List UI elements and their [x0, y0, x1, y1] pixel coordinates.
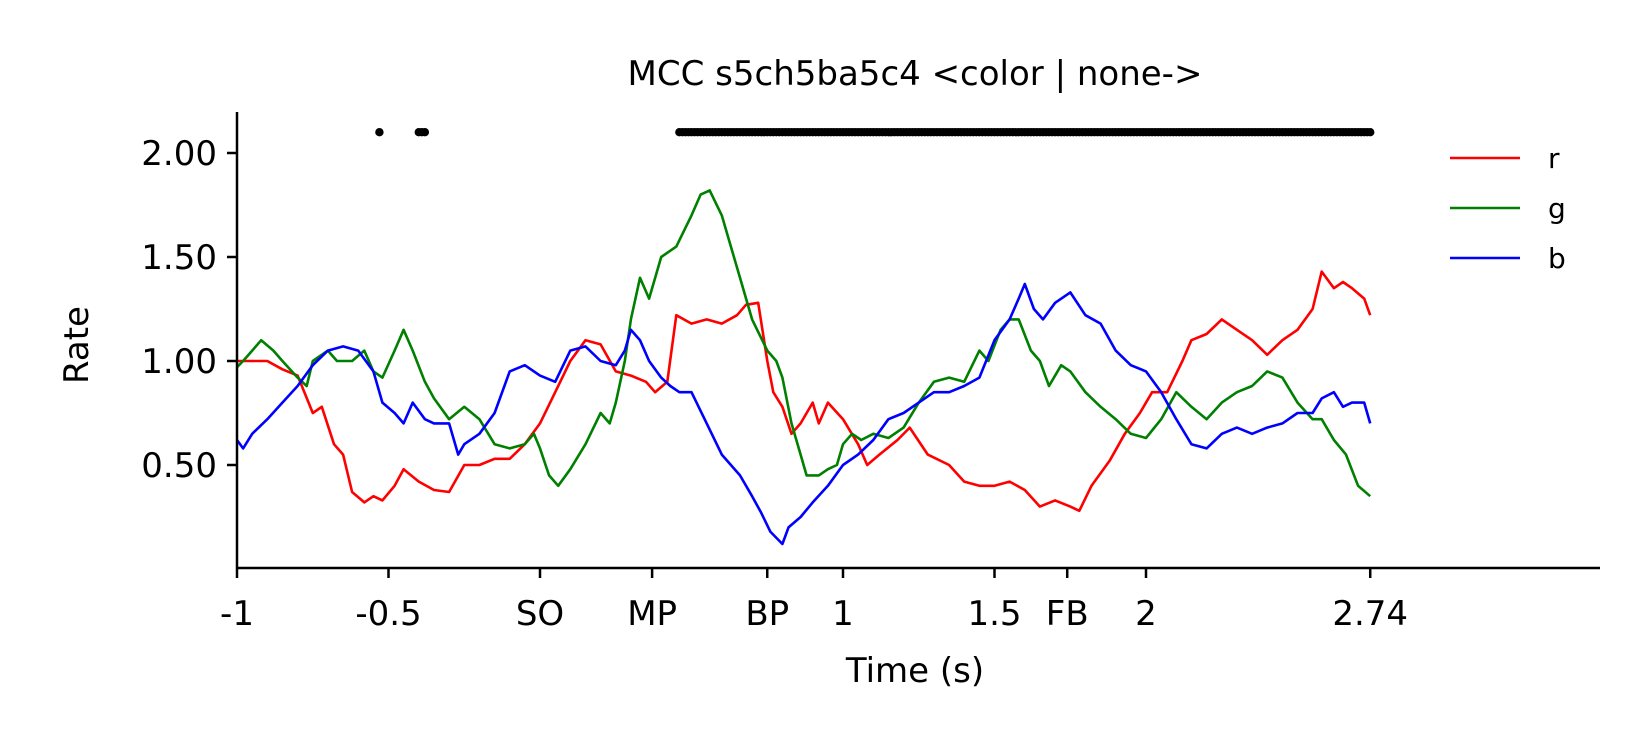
x-tick-label: -0.5 — [355, 594, 421, 634]
significance-dot — [375, 128, 384, 137]
y-tick-label: 2.00 — [141, 134, 217, 174]
series-layer — [235, 189, 1372, 546]
x-tick-label: 1 — [832, 594, 854, 634]
x-tick-label: FB — [1046, 594, 1089, 634]
significance-dot — [420, 128, 430, 137]
series-line-b — [235, 282, 1372, 546]
series-line-g — [236, 189, 1372, 498]
x-tick-label: MP — [627, 594, 677, 634]
x-tick-label: 2 — [1135, 594, 1157, 634]
legend-label-r: r — [1548, 142, 1560, 175]
legend-label-b: b — [1548, 242, 1566, 275]
x-tick-label: -1 — [220, 594, 254, 634]
series-line-r — [237, 270, 1372, 513]
y-tick-label: 0.50 — [141, 446, 217, 486]
x-tick-label: 2.74 — [1332, 594, 1408, 634]
y-tick-label: 1.50 — [141, 238, 217, 278]
significance-markers — [375, 128, 1375, 137]
y-tick-label: 1.00 — [141, 342, 217, 382]
legend-label-g: g — [1548, 192, 1566, 225]
y-axis-ticks: 0.50 1.00 1.50 2.00 — [141, 134, 237, 486]
x-tick-label: SO — [516, 594, 564, 634]
legend: rgb — [1450, 142, 1566, 275]
x-tick-label: 1.5 — [967, 594, 1021, 634]
x-axis-ticks: -1 -0.5 SO MP BP 1 1.5 FB 2 2.74 — [220, 568, 1408, 634]
x-tick-label: BP — [745, 594, 789, 634]
y-axis-label: Rate — [57, 306, 97, 384]
chart-title: MCC s5ch5ba5c4 <color | none-> — [628, 54, 1203, 94]
x-axis-label: Time (s) — [845, 651, 984, 691]
significance-dot — [1366, 128, 1375, 137]
